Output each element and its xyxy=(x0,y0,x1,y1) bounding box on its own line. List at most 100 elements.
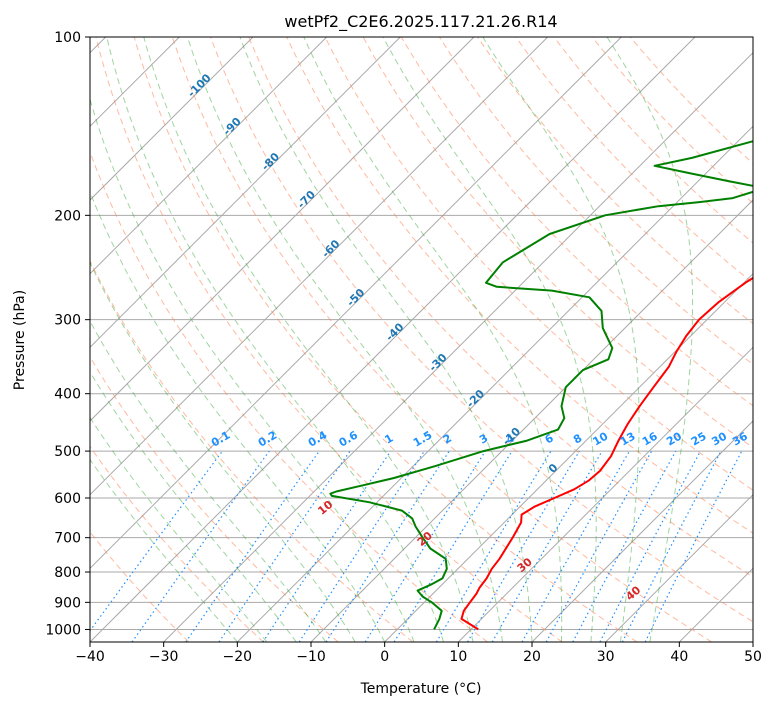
mixing-ratio-line xyxy=(491,450,603,642)
mixing-ratio-label: 16 xyxy=(640,429,660,448)
mixing-ratio-label: 36 xyxy=(730,429,750,448)
y-tick-label: 1000 xyxy=(45,622,81,638)
isotherm-line xyxy=(90,37,549,496)
dry-adiabat-line xyxy=(591,37,753,204)
isotherm-line xyxy=(384,272,753,642)
isotherm-label: -30 xyxy=(426,351,449,374)
mixing-ratio-label: 30 xyxy=(709,429,729,448)
y-tick-label: 100 xyxy=(54,30,81,46)
mixing-ratio-line xyxy=(262,450,392,642)
isotherm-line xyxy=(752,641,753,642)
mixing-ratio-label: 2 xyxy=(441,432,454,447)
mixing-ratio-line xyxy=(572,450,677,642)
dry-adiabat-line xyxy=(90,150,488,642)
isotherm-label: -10 xyxy=(500,425,523,448)
grid-layer xyxy=(90,37,753,642)
isotherm-line xyxy=(531,420,753,642)
mixing-ratio-label: 13 xyxy=(618,430,638,449)
mixing-ratio-line xyxy=(521,450,631,642)
moist-adiabat-line xyxy=(90,97,415,642)
dry-adiabat-line xyxy=(515,37,753,284)
moist-adiabat-line xyxy=(90,320,327,642)
y-tick-label: 200 xyxy=(54,208,81,224)
dry-adiabat-label: 10 xyxy=(315,498,335,518)
isotherm-line xyxy=(90,37,401,349)
isotherm-line xyxy=(678,567,753,642)
moist-adiabat-line xyxy=(90,261,356,642)
x-tick-label: −10 xyxy=(296,649,326,665)
dry-adiabat-line xyxy=(248,37,753,578)
moist-adiabat-line xyxy=(187,37,503,642)
x-tick-label: 0 xyxy=(380,649,389,665)
isotherm-line xyxy=(90,37,254,201)
mixing-ratio-line xyxy=(90,450,223,632)
dry-adiabat-line xyxy=(400,37,753,407)
mixing-ratio-label: 1.5 xyxy=(411,429,434,450)
x-tick-label: 40 xyxy=(670,649,688,665)
y-tick-label: 700 xyxy=(54,531,81,547)
mixing-ratio-line xyxy=(599,450,702,642)
x-tick-label: 20 xyxy=(523,649,541,665)
isotherm-label: -50 xyxy=(344,286,367,309)
dry-adiabat-line xyxy=(629,37,753,165)
isotherm-label: -100 xyxy=(185,71,214,100)
moist-adiabat-line xyxy=(143,37,474,642)
y-tick-label: 500 xyxy=(54,444,81,460)
mixing-ratio-label: 6 xyxy=(543,431,556,446)
dry-adiabat-line xyxy=(171,37,712,642)
isotherm-line xyxy=(163,51,753,642)
x-tick-label: 10 xyxy=(449,649,467,665)
mixing-ratio-line xyxy=(218,450,351,642)
dry-adiabat-line xyxy=(90,445,264,642)
dry-adiabat-line xyxy=(133,37,638,642)
mixing-ratio-line xyxy=(466,450,580,642)
moist-adiabat-line xyxy=(239,37,533,642)
mixing-ratio-line xyxy=(435,450,552,642)
y-tick-label: 300 xyxy=(54,313,81,329)
x-tick-label: −30 xyxy=(149,649,179,665)
isotherm-line xyxy=(457,346,753,642)
moist-adiabat-line xyxy=(90,458,238,642)
dry-adiabat-line xyxy=(553,37,753,244)
isotherm-label: -20 xyxy=(464,387,487,410)
dry-adiabat-line xyxy=(362,37,753,449)
mixing-ratio-line xyxy=(364,450,486,642)
dry-adiabat-line xyxy=(90,259,414,642)
mixing-ratio-line xyxy=(325,450,450,642)
x-tick-label: 30 xyxy=(597,649,615,665)
y-tick-label: 600 xyxy=(54,491,81,507)
isotherm-line xyxy=(236,125,753,642)
isotherm-label: -70 xyxy=(295,188,318,211)
dry-adiabat-line xyxy=(90,355,339,642)
mixing-ratio-line xyxy=(393,450,513,642)
isotherm-line xyxy=(90,37,475,422)
dry-adiabat-line xyxy=(210,37,753,623)
dry-adiabat-line xyxy=(477,37,753,325)
mixing-ratio-label: 20 xyxy=(664,429,684,448)
y-axis-label: Pressure (hPa) xyxy=(12,290,28,390)
chart-title: wetPf2_C2E6.2025.117.21.26.R14 xyxy=(284,12,557,32)
plot-frame xyxy=(89,36,754,643)
mixing-ratio-line xyxy=(131,450,270,642)
mixing-ratio-line xyxy=(644,450,743,642)
mixing-ratio-label: 0.6 xyxy=(337,428,361,449)
isotherm-label: -60 xyxy=(319,237,342,260)
x-axis-label: Temperature (°C) xyxy=(360,681,482,697)
mixing-ratio-line xyxy=(298,450,425,642)
moist-adiabat-line xyxy=(482,37,640,642)
annotation-layer: 0.1 0.2 0.4 0.6 1 1.5 2 3 4 6 8 10 13 16 20 25 30 36-100-… xyxy=(185,71,750,603)
moist-adiabat-line xyxy=(382,37,597,642)
dry-adiabat-line xyxy=(90,531,190,642)
mixing-ratio-label: 10 xyxy=(591,429,611,448)
x-tick-label: 50 xyxy=(744,649,762,665)
axis-ticks: −40 −30 −20 −10 0 10 20 30 40 5010020030040050060… xyxy=(45,30,762,665)
dry-adiabat-line xyxy=(324,37,753,491)
isotherm-label: -80 xyxy=(259,150,282,173)
mixing-ratio-label: 1 xyxy=(382,432,395,447)
x-tick-label: −20 xyxy=(223,649,253,665)
moist-adiabat-line xyxy=(90,416,268,642)
moist-adiabat-line xyxy=(606,37,694,642)
isotherm-line xyxy=(605,493,753,642)
mixing-ratio-line xyxy=(185,450,320,642)
